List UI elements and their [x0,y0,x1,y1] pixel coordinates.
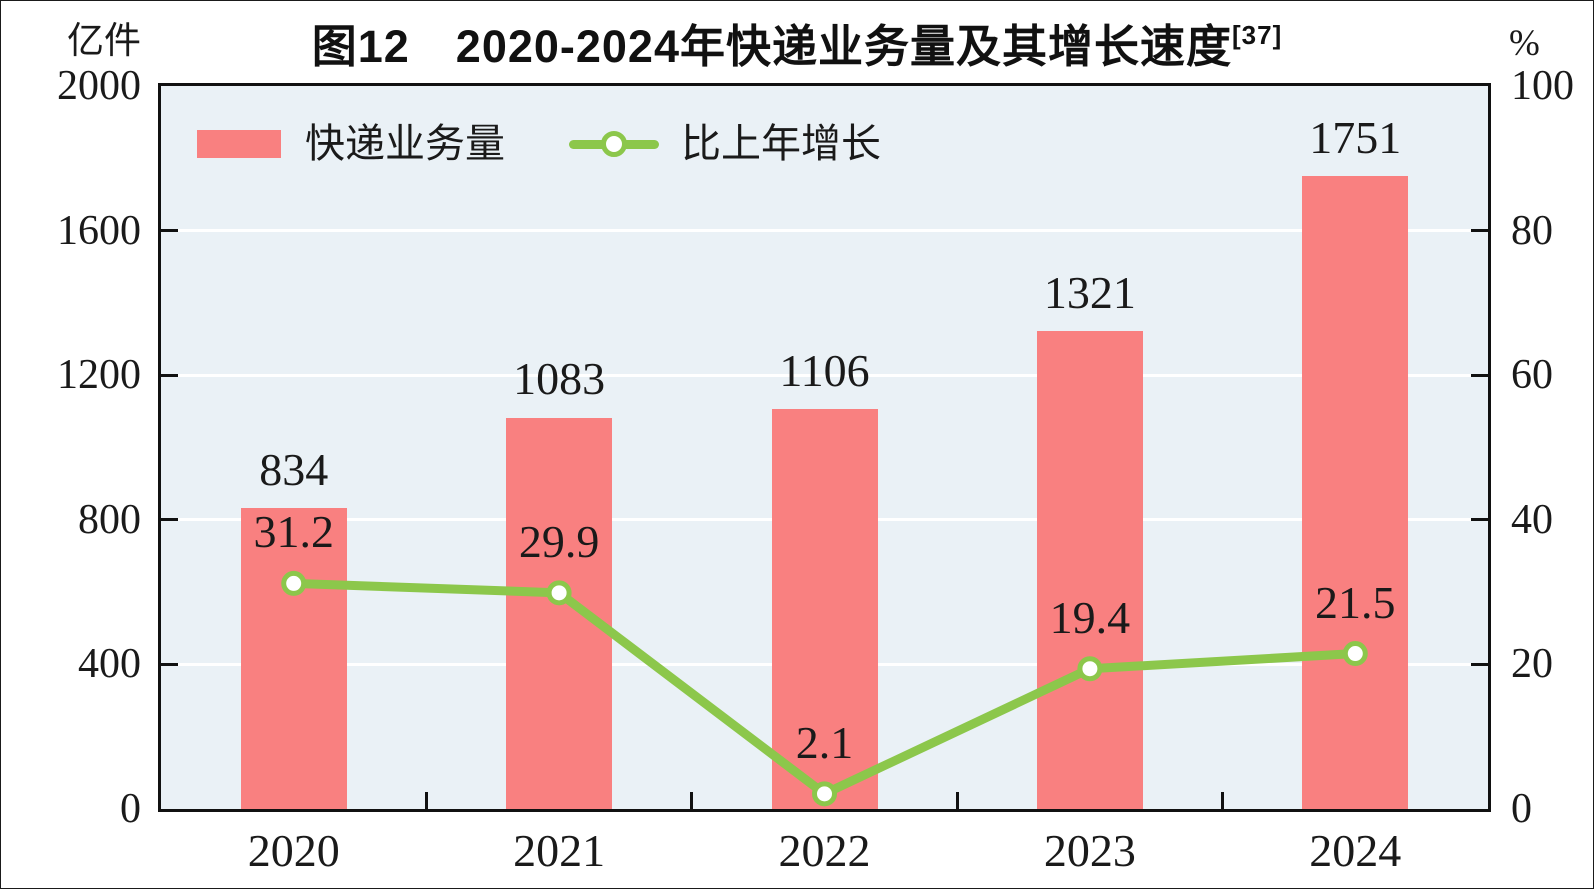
legend: 快递业务量 比上年增长 [197,122,881,166]
bar-2023 [1036,331,1143,809]
x-axis-label-2020: 2020 [247,825,340,876]
plot-area: 快递业务量 比上年增长 834 1083 1106 1321 1751 31.2 29.9 2… [158,83,1491,812]
x-axis-tick [690,792,694,809]
x-axis-tick [1221,792,1225,809]
growth-value-label: 31.2 [253,506,334,558]
bar-value-label: 834 [259,443,329,495]
right-axis-unit: % [1509,23,1540,64]
growth-point-2024 [1342,641,1368,667]
left-axis-tick [161,229,178,233]
growth-line-chart [281,570,1368,807]
bar-2020 [240,507,347,809]
left-axis-tick [161,518,178,522]
bar-2021 [506,417,613,809]
bar-2024 [1302,176,1409,809]
right-axis-tick [1471,662,1488,666]
right-axis-tick-label: 60 [1511,352,1553,399]
bar-value-label: 1751 [1309,112,1402,163]
legend-line-marker-icon [601,131,627,157]
right-axis-tick [1471,518,1488,522]
left-axis-tick-label: 1600 [57,207,141,254]
bar-value-label: 1321 [1043,267,1136,319]
legend-bar-swatch [197,130,281,158]
right-axis-tick-label: 20 [1511,641,1553,688]
right-axis-tick [1471,229,1488,233]
growth-value-label: 29.9 [518,515,600,567]
bar-value-label: 1106 [779,345,870,397]
left-axis-tick-label: 0 [120,786,141,832]
gridline [161,229,1488,233]
right-axis-tick [1471,373,1488,377]
legend-line-label: 比上年增长 [681,121,881,166]
legend-bar-label: 快递业务量 [305,121,505,166]
chart-title-text: 图12 2020-2024年快递业务量及其增长速度 [311,21,1232,72]
left-axis-tick-label: 1200 [57,352,141,399]
right-axis-tick-label: 0 [1511,786,1532,832]
bar-value-label: 1083 [513,353,606,405]
left-axis-tick-label: 400 [78,641,141,688]
gridline [161,373,1488,377]
growth-point-2021 [546,580,572,606]
chart-title-footnote-ref: [37] [1232,20,1283,50]
growth-value-label: 19.4 [1049,591,1131,643]
x-axis-tick [424,792,428,809]
growth-point-2020 [281,570,307,596]
growth-value-label: 21.5 [1315,576,1396,628]
left-axis-tick-label: 2000 [57,63,141,109]
bar-2022 [771,409,878,809]
x-axis-label-2022: 2022 [778,825,871,876]
right-axis-tick-label: 100 [1511,63,1574,109]
right-axis-tick-label: 40 [1511,496,1553,543]
left-axis-tick [161,662,178,666]
left-axis-tick [161,373,178,377]
growth-value-label: 2.1 [795,716,854,768]
growth-point-2023 [1077,656,1103,682]
x-axis-tick [955,792,959,809]
chart-title: 图12 2020-2024年快递业务量及其增长速度[37] [1,9,1593,73]
left-axis-unit: 亿件 [67,21,141,62]
x-axis-label-2023: 2023 [1043,825,1136,876]
x-axis-label-2021: 2021 [513,825,606,876]
legend-line-swatch [569,131,659,157]
x-axis-label-2024: 2024 [1309,825,1402,876]
right-axis-tick-label: 80 [1511,207,1553,254]
growth-point-2022 [812,781,837,807]
left-axis-tick-label: 800 [78,496,141,543]
